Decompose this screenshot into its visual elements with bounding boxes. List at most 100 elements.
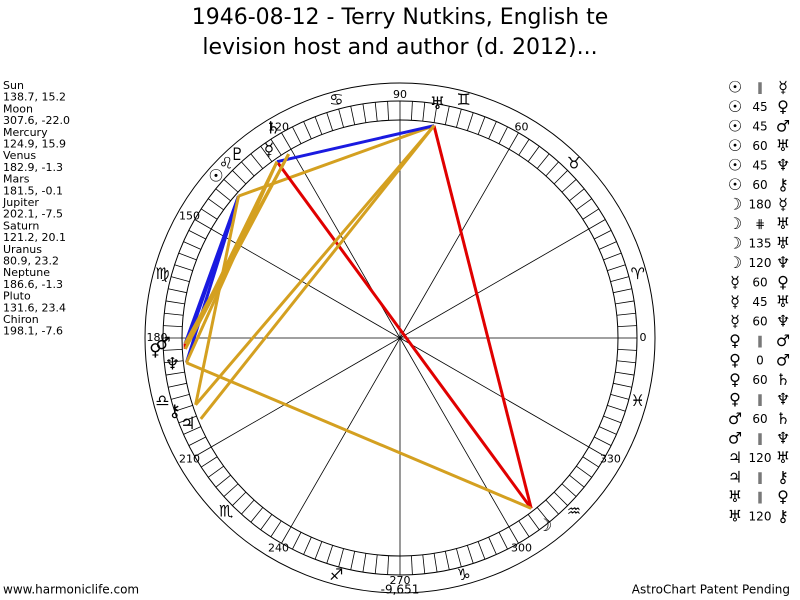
ring-tick (433, 103, 438, 123)
degree-label: 150 (179, 210, 200, 223)
ring-tick (188, 230, 206, 240)
aspect-type: 60 (752, 315, 767, 329)
ring-tick (553, 170, 568, 185)
ring-tick (477, 541, 486, 560)
ring-tick (163, 325, 183, 327)
aspect-type: ∥ (757, 432, 763, 446)
planet-name: Jupiter (2, 196, 39, 209)
ring-tick (607, 264, 626, 272)
ring-tick (174, 404, 193, 412)
ring-tick (174, 264, 193, 272)
ring-tick (488, 536, 497, 555)
aspect-type: 60 (752, 139, 767, 153)
ring-tick (250, 507, 264, 523)
ring-tick (594, 436, 612, 446)
ring-tick (374, 554, 378, 574)
ring-tick (241, 161, 255, 177)
title: levision host and author (d. 2012)... (202, 35, 597, 60)
ring-tick (232, 170, 247, 185)
ring-tick (610, 276, 630, 282)
aspect-type: 120 (749, 256, 772, 270)
ring-tick (536, 507, 550, 523)
aspect-line (194, 124, 436, 406)
ring-tick (208, 465, 224, 478)
aspect-type: 180 (749, 198, 772, 212)
ring-tick (561, 179, 577, 193)
aspect-type: ∥ (757, 81, 763, 95)
aspect-planet: ♃ (728, 448, 742, 467)
ring-tick (617, 349, 637, 351)
aspect-planet: ☽ (728, 234, 742, 253)
ring-tick (183, 241, 202, 250)
aspect-type: 0 (756, 354, 764, 368)
ring-tick (594, 230, 612, 240)
aspect-planet: ☽ (728, 195, 742, 214)
aspect-type: 45 (752, 159, 767, 173)
aspect-planet: ☿ (730, 273, 740, 292)
degree-label: 270 (390, 574, 411, 587)
ring-tick (588, 219, 606, 230)
ring-tick (576, 198, 592, 211)
aspect-line (199, 124, 436, 420)
ring-tick (170, 394, 190, 400)
ring-tick (444, 551, 450, 570)
ring-tick (165, 371, 185, 376)
aspect-type: 120 (749, 510, 772, 524)
ring-tick (616, 312, 636, 316)
ring-tick (598, 241, 617, 250)
ring-tick (164, 312, 184, 316)
ring-tick (508, 526, 519, 544)
ring-tick (466, 112, 474, 131)
ring-tick (615, 371, 635, 376)
ring-tick (588, 446, 606, 457)
ring-tick (194, 219, 212, 230)
aspect-type: 60 (752, 276, 767, 290)
planet-name: Chiron (3, 313, 39, 326)
aspect-type: 45 (752, 295, 767, 309)
ring-tick (527, 146, 540, 162)
ring-tick (194, 446, 212, 457)
ring-tick (518, 139, 530, 156)
degree-label: 180 (147, 331, 168, 344)
planet-glyph: ♅ (430, 94, 445, 114)
aspect-planet: ☽ (728, 253, 742, 272)
ring-tick (350, 551, 356, 570)
planet-name: Mercury (3, 126, 48, 139)
aspect-planet: ☽ (728, 214, 742, 233)
ring-tick (527, 514, 540, 530)
ring-tick (215, 188, 231, 202)
sign-glyph: ♒ (567, 501, 581, 520)
ring-tick (498, 126, 508, 144)
aspect-type: 60 (752, 178, 767, 192)
ring-tick (477, 116, 486, 135)
aspect-type: 135 (749, 237, 772, 251)
ring-tick (314, 541, 323, 560)
ring-tick (610, 394, 630, 400)
sign-glyph: ♓ (630, 391, 644, 410)
aspect-planet: ♀ (777, 97, 789, 116)
spoke (211, 337, 401, 448)
planet-glyph: ♇ (230, 145, 245, 165)
degree-label: 120 (268, 121, 289, 134)
planet-glyph: ☉ (208, 166, 223, 186)
planet-coords: 307.6, -22.0 (3, 114, 70, 127)
ring-tick (223, 179, 239, 193)
spoke (399, 149, 510, 339)
ring-tick (362, 553, 367, 573)
aspect-planet: ♅ (728, 487, 742, 506)
ring-tick (576, 465, 592, 478)
planet-glyph: ♄ (265, 118, 280, 138)
degree-label: 0 (640, 331, 647, 344)
aspect-line (184, 195, 240, 364)
planet-coords: 131.6, 23.4 (3, 301, 66, 314)
ring-tick (411, 555, 413, 575)
footer-link[interactable]: www.harmoniclife.com (3, 583, 139, 597)
planet-glyph: ♂ (155, 334, 170, 354)
ring-tick (616, 360, 636, 364)
ring-tick (508, 132, 519, 150)
aspect-planet: ☿ (778, 78, 788, 97)
aspect-line (432, 125, 533, 509)
planet-name: Mars (3, 173, 30, 186)
ring-tick (281, 526, 292, 544)
